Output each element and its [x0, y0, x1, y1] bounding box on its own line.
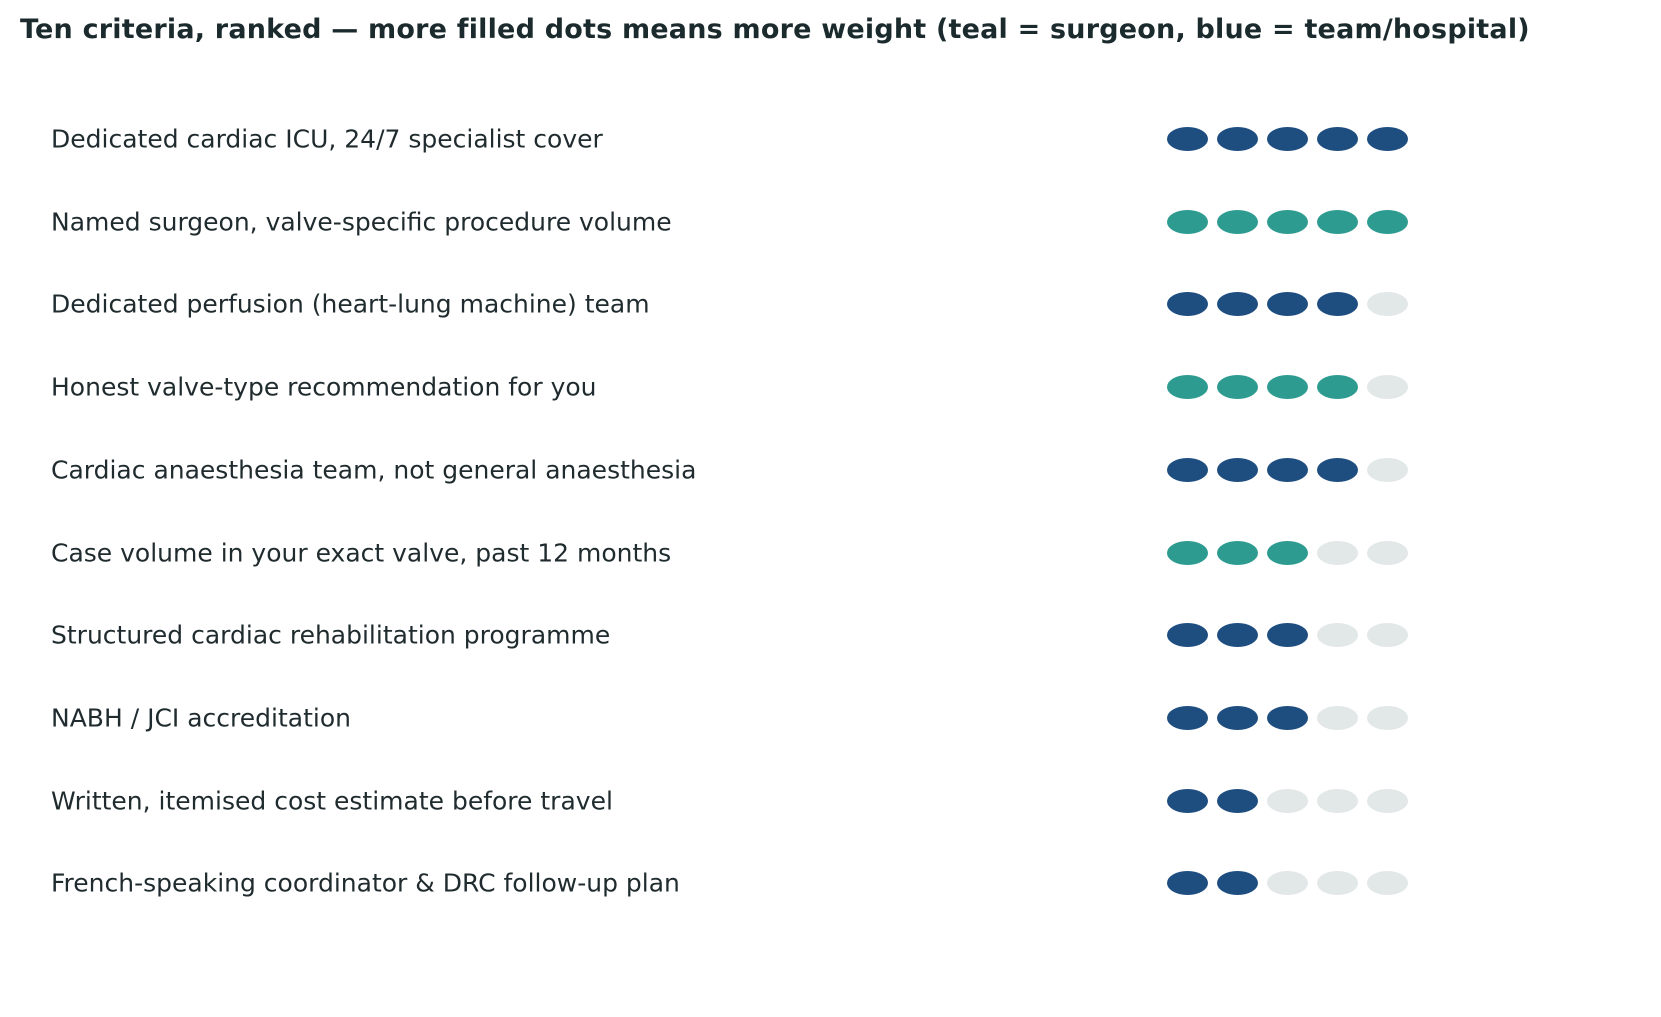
- rating-dot-filled: [1267, 623, 1308, 648]
- rating-dot-filled: [1367, 209, 1408, 234]
- criterion-label: NABH / JCI accreditation: [51, 703, 351, 733]
- rating-dot-filled: [1267, 209, 1308, 234]
- rating-dot-filled: [1217, 705, 1258, 730]
- rating-dot-filled: [1267, 705, 1308, 730]
- rating-dots: [1167, 788, 1437, 813]
- rating-dot-filled: [1317, 209, 1358, 234]
- chart-title: Ten criteria, ranked — more filled dots …: [20, 14, 1530, 45]
- rating-dots: [1167, 623, 1437, 648]
- criterion-row: Dedicated perfusion (heart-lung machine)…: [0, 260, 1661, 348]
- rating-dots: [1167, 540, 1437, 565]
- rating-dot-empty: [1317, 788, 1358, 813]
- rating-dot-empty: [1367, 540, 1408, 565]
- rating-dot-filled: [1167, 540, 1208, 565]
- criterion-row: Named surgeon, valve-specific procedure …: [0, 178, 1661, 266]
- criterion-label: Dedicated perfusion (heart-lung machine)…: [51, 289, 650, 319]
- criterion-row: Written, itemised cost estimate before t…: [0, 757, 1661, 845]
- rating-dot-empty: [1367, 375, 1408, 400]
- rating-dot-filled: [1267, 292, 1308, 317]
- rating-dot-filled: [1317, 375, 1358, 400]
- criterion-row: Honest valve-type recommendation for you: [0, 343, 1661, 431]
- rating-dot-empty: [1317, 540, 1358, 565]
- rating-dot-empty: [1267, 788, 1308, 813]
- rating-dots: [1167, 871, 1437, 896]
- criterion-label: Structured cardiac rehabilitation progra…: [51, 620, 611, 650]
- rating-dot-filled: [1167, 127, 1208, 151]
- rating-dot-empty: [1317, 871, 1358, 896]
- rating-dot-filled: [1217, 209, 1258, 234]
- criterion-label: Dedicated cardiac ICU, 24/7 specialist c…: [51, 124, 603, 154]
- criterion-label: Written, itemised cost estimate before t…: [51, 786, 613, 816]
- rating-dot-filled: [1217, 623, 1258, 648]
- criterion-row: Case volume in your exact valve, past 12…: [0, 509, 1661, 597]
- rating-dot-filled: [1267, 457, 1308, 482]
- rating-dot-filled: [1317, 127, 1358, 151]
- rating-dot-filled: [1167, 292, 1208, 317]
- rating-dot-empty: [1317, 623, 1358, 648]
- rating-dot-filled: [1217, 292, 1258, 317]
- rating-dots: [1167, 209, 1437, 234]
- rating-dot-filled: [1167, 457, 1208, 482]
- rating-dots: [1167, 705, 1437, 730]
- rating-dot-filled: [1217, 540, 1258, 565]
- rating-dot-filled: [1217, 788, 1258, 813]
- rating-dot-filled: [1217, 375, 1258, 400]
- rating-dot-filled: [1317, 457, 1358, 482]
- rating-dot-empty: [1367, 705, 1408, 730]
- rating-dot-empty: [1267, 871, 1308, 896]
- rating-dot-filled: [1167, 375, 1208, 400]
- rating-dot-filled: [1217, 871, 1258, 896]
- rating-dot-empty: [1367, 623, 1408, 648]
- criterion-label: Honest valve-type recommendation for you: [51, 372, 597, 402]
- rating-dot-empty: [1367, 292, 1408, 317]
- rating-dot-filled: [1267, 127, 1308, 151]
- rating-dots: [1167, 375, 1437, 400]
- rating-dot-filled: [1267, 375, 1308, 400]
- rating-dot-filled: [1167, 705, 1208, 730]
- rating-dot-empty: [1367, 871, 1408, 896]
- criterion-label: French-speaking coordinator & DRC follow…: [51, 868, 680, 898]
- criterion-row: Structured cardiac rehabilitation progra…: [0, 591, 1661, 679]
- rating-dot-filled: [1267, 540, 1308, 565]
- rating-dot-empty: [1367, 788, 1408, 813]
- criterion-label: Named surgeon, valve-specific procedure …: [51, 207, 672, 237]
- criterion-label: Case volume in your exact valve, past 12…: [51, 538, 672, 567]
- rating-dot-empty: [1367, 457, 1408, 482]
- rating-dot-filled: [1167, 871, 1208, 896]
- criterion-row: French-speaking coordinator & DRC follow…: [0, 839, 1661, 927]
- criterion-row: Dedicated cardiac ICU, 24/7 specialist c…: [0, 95, 1661, 183]
- criterion-row: NABH / JCI accreditation: [0, 674, 1661, 762]
- rating-dot-filled: [1217, 457, 1258, 482]
- rating-dot-empty: [1317, 705, 1358, 730]
- rating-dot-filled: [1217, 127, 1258, 151]
- rating-dot-filled: [1167, 623, 1208, 648]
- rating-dots: [1167, 457, 1437, 482]
- rating-dot-filled: [1367, 127, 1408, 151]
- rating-dots: [1167, 292, 1437, 317]
- rating-dot-filled: [1167, 788, 1208, 813]
- rating-dot-filled: [1167, 209, 1208, 234]
- rating-dots: [1167, 127, 1437, 151]
- criterion-row: Cardiac anaesthesia team, not general an…: [0, 426, 1661, 514]
- rating-dot-filled: [1317, 292, 1358, 317]
- criterion-label: Cardiac anaesthesia team, not general an…: [51, 455, 697, 485]
